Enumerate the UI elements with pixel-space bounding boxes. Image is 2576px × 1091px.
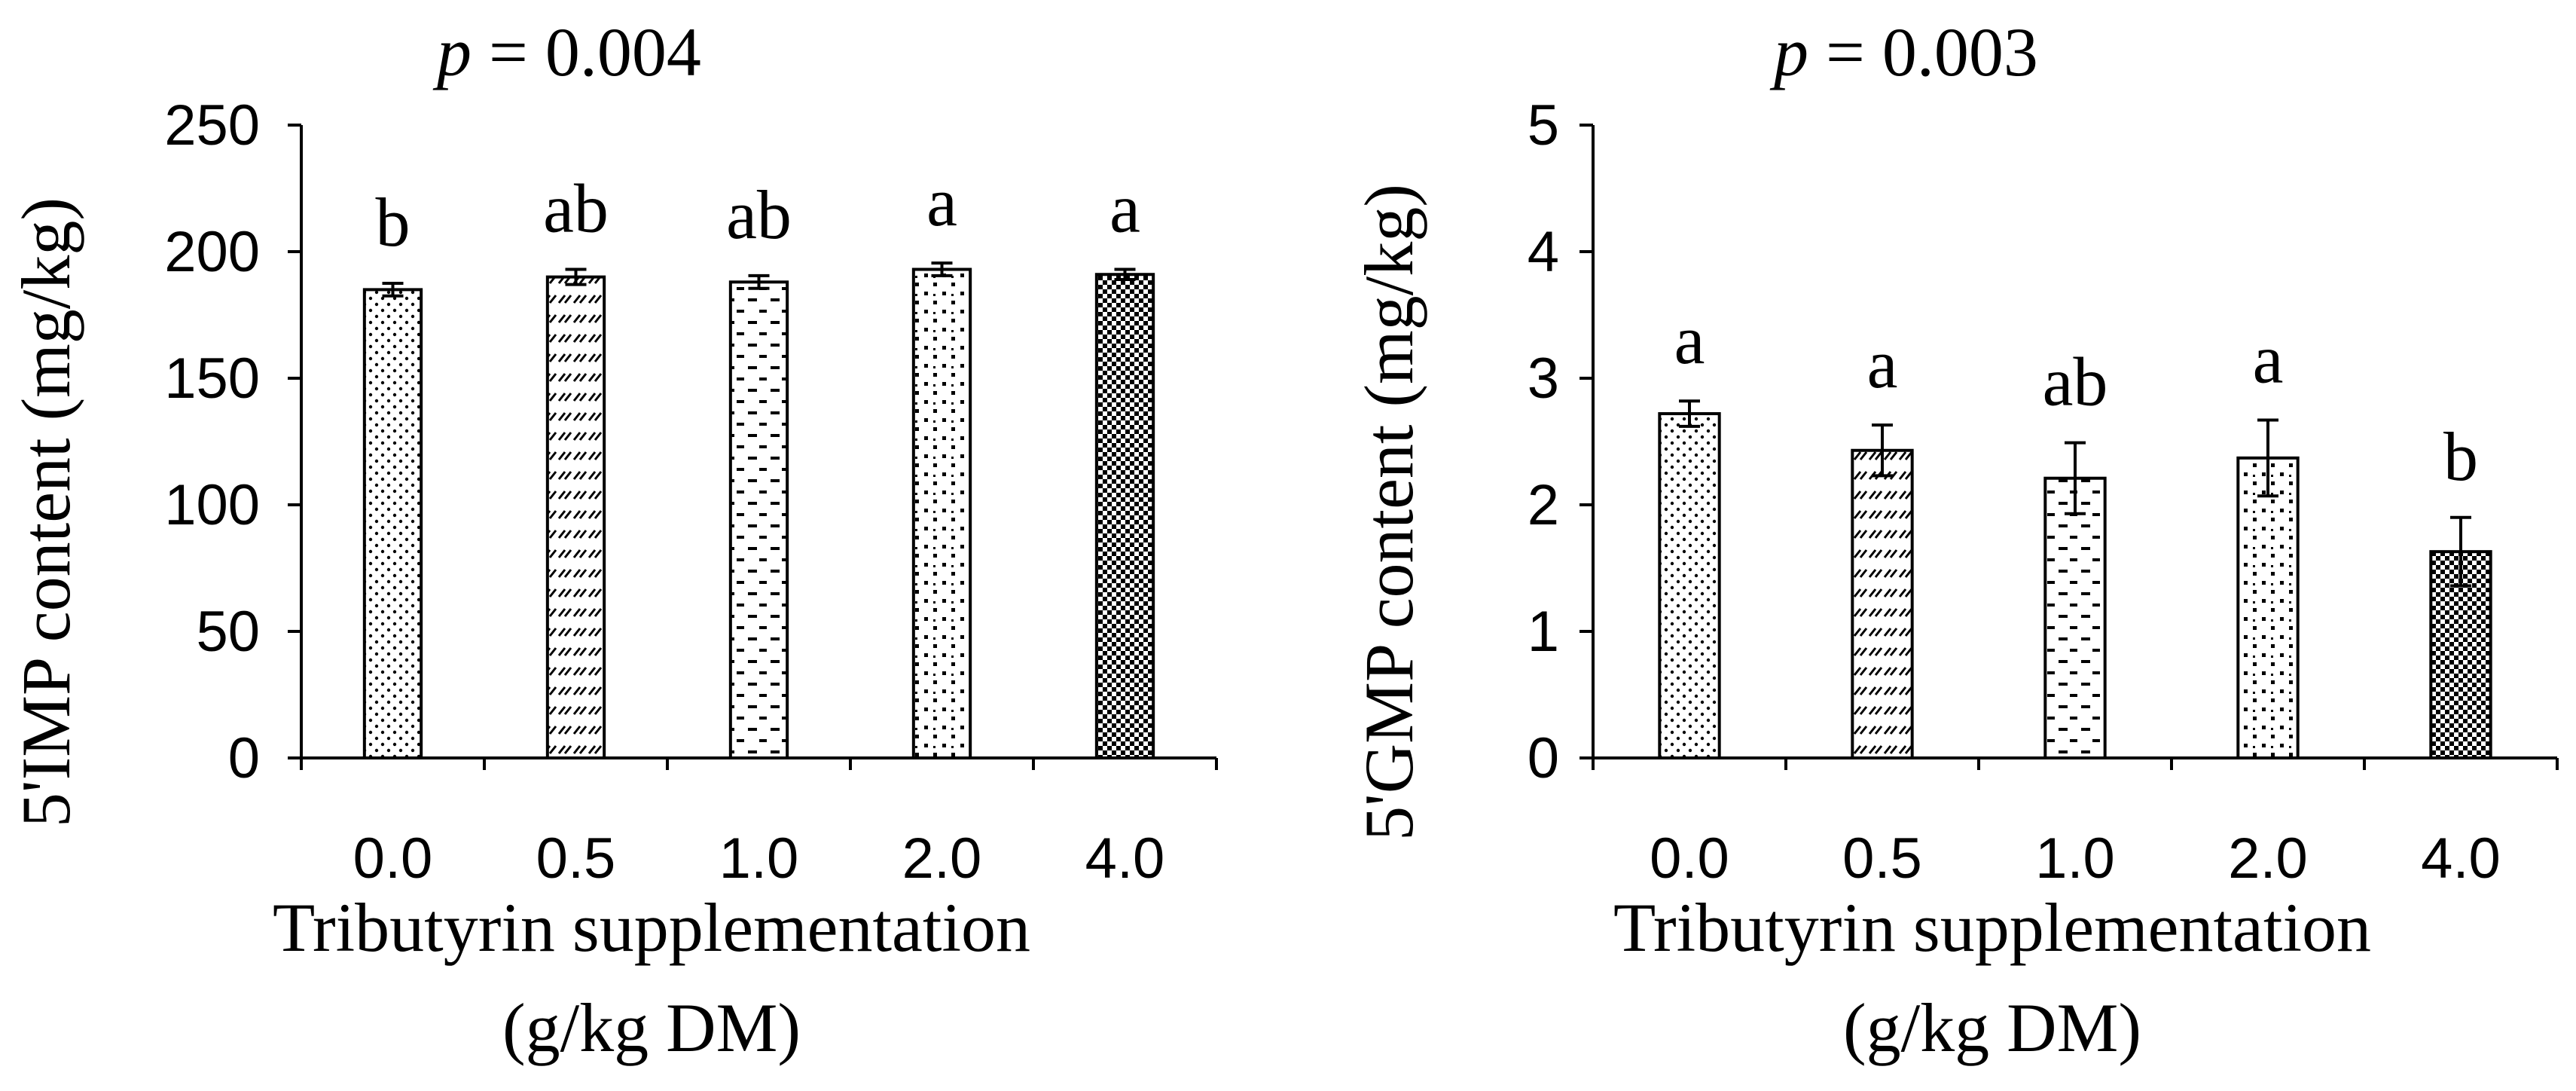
imp-x-tick-label: 0.5 — [536, 827, 616, 891]
gmp-y-tick-label: 4 — [1528, 220, 1559, 284]
gmp-x-tick-label: 4.0 — [2421, 827, 2501, 891]
imp-significance-letter: ab — [726, 176, 792, 253]
imp-y-tick-label: 100 — [164, 473, 260, 537]
gmp-significance-letter: a — [2253, 320, 2284, 397]
imp-significance-letter: b — [376, 184, 411, 261]
imp-bar-2.0 — [911, 267, 972, 759]
gmp-chart-panel: p = 0.003 5'GMP content (mg/kg) Tributyr… — [1351, 14, 2559, 1066]
imp-y-tick-label: 200 — [164, 220, 260, 284]
gmp-significance-letter: b — [2443, 418, 2478, 495]
gmp-bar-2.0 — [2236, 456, 2300, 760]
gmp-significance-letter: a — [1674, 301, 1705, 378]
gmp-y-tick-label: 0 — [1528, 726, 1559, 790]
gmp-significance-letter: a — [1867, 325, 1898, 402]
imp-y-tick-label: 150 — [164, 347, 260, 411]
imp-y-tick-label: 250 — [164, 93, 260, 157]
imp-significance-letter: ab — [543, 170, 609, 247]
imp-bar-0.5 — [545, 275, 606, 760]
gmp-x-tick-label: 0.0 — [1650, 827, 1729, 891]
gmp-significance-letter: ab — [2043, 344, 2108, 420]
imp-x-tick-label: 4.0 — [1085, 827, 1165, 891]
imp-bar-1.0 — [728, 280, 789, 759]
gmp-bar-1.0 — [2043, 476, 2107, 759]
gmp-x-tick-label: 1.0 — [2035, 827, 2115, 891]
imp-bar-4.0 — [1094, 273, 1155, 759]
gmp-x-axis-label-line2: (g/kg DM) — [1843, 989, 2141, 1066]
gmp-y-tick-label: 5 — [1528, 93, 1559, 157]
imp-significance-letter: a — [926, 163, 957, 240]
imp-bar-0.0 — [362, 288, 423, 759]
imp-significance-letter: a — [1109, 170, 1140, 247]
gmp-y-axis-label: 5'GMP content (mg/kg) — [1351, 184, 1427, 841]
gmp-y-tick-label: 3 — [1528, 347, 1559, 411]
imp-chart-panel: p = 0.004 5'IMP content (mg/kg) Tributyr… — [8, 14, 1218, 1066]
gmp-x-tick-label: 0.5 — [1842, 827, 1922, 891]
imp-y-tick-label: 0 — [228, 726, 260, 790]
imp-y-tick-label: 50 — [196, 600, 260, 664]
gmp-bar-0.5 — [1851, 448, 1914, 759]
imp-x-axis-label-line1: Tributyrin supplementation — [273, 889, 1030, 966]
gmp-p-value: p = 0.003 — [1769, 14, 2038, 90]
gmp-y-tick-label: 2 — [1528, 473, 1559, 537]
imp-y-axis-label: 5'IMP content (mg/kg) — [8, 197, 84, 827]
gmp-x-axis-label-line1: Tributyrin supplementation — [1613, 889, 2371, 966]
gmp-bar-0.0 — [1658, 412, 1721, 759]
gmp-x-tick-label: 2.0 — [2228, 827, 2308, 891]
imp-x-tick-label: 0.0 — [353, 827, 433, 891]
imp-x-axis-label-line2: (g/kg DM) — [502, 989, 801, 1066]
imp-x-tick-label: 2.0 — [902, 827, 982, 891]
imp-x-tick-label: 1.0 — [719, 827, 799, 891]
gmp-y-tick-label: 1 — [1528, 600, 1559, 664]
imp-p-value: p = 0.004 — [432, 14, 701, 90]
